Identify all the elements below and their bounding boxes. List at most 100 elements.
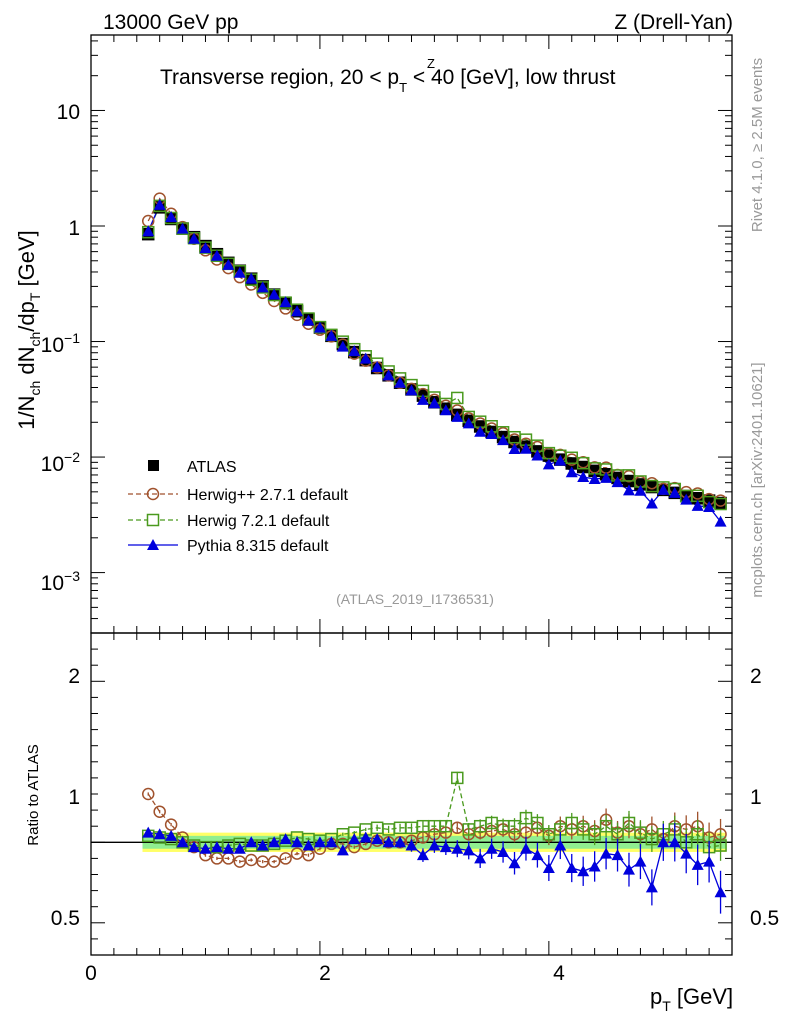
ratio-point-herwigpp [279,852,292,865]
plot-title-sup: Z [427,56,435,71]
analysis-id: (ATLAS_2019_I1736531) [336,591,494,607]
ytick-1e-3: 10−3 [41,568,81,595]
plot-title: Transverse region, 20 < pT < 40 [GeV], l… [160,66,616,95]
ytick-1: 1 [68,217,80,240]
ratio-point-herwig7 [588,828,601,841]
ratio-point-herwig7 [714,839,727,852]
main-point-pythia [394,376,407,388]
ratio-point-pythia [428,839,441,851]
ratio-point-pythia [325,836,338,848]
ratio-point-herwigpp [141,787,155,801]
main-point-pythia [371,361,384,373]
main-point-pythia [416,393,429,405]
ratio-panel-frame [90,632,733,956]
ratio-point-pythia [531,849,544,861]
main-point-pythia [554,454,567,466]
legend: ATLAS Herwig++ 2.7.1 default Herwig 7.2.… [128,459,349,555]
ratio-point-pythia [165,829,178,841]
ratio-point-pythia [348,833,361,845]
main-point-pythia [565,466,578,478]
main-point-pythia [336,340,349,352]
main-point-pythia [279,296,292,308]
main-point-pythia [531,449,544,461]
main-point-pythia [165,211,178,223]
main-point-pythia [153,198,166,210]
main-point-pythia [634,484,647,496]
main-point-herwigpp [645,476,659,490]
ratio-tick-1-left: 1 [68,786,80,809]
ratio-point-herwigpp [519,826,533,839]
main-point-pythia [222,258,235,270]
ratio-point-herwigpp [302,848,315,862]
main-point-pythia [622,484,635,496]
main-point-pythia [600,471,613,483]
main-point-pythia [268,288,281,300]
main-point-pythia [657,483,670,495]
xtick-0: 0 [85,962,97,985]
ratio-point-pythia [485,842,498,854]
ratio-point-pythia [210,841,223,853]
ratio-point-herwigpp [290,847,304,860]
ratio-point-pythia [439,841,452,853]
main-point-pythia [142,225,155,237]
ratio-point-herwigpp [233,855,247,868]
rivet-label: Rivet 4.1.0, ≥ 2.5M events [749,58,766,232]
main-point-pythia [313,321,326,333]
legend-label-herwig7: Herwig 7.2.1 default [187,513,330,530]
main-point-pythia [176,222,189,234]
ratio-point-pythia [588,860,601,872]
ratio-point-pythia [554,839,567,851]
ratio-point-pythia [256,839,269,851]
ratio-point-pythia [600,847,613,859]
legend-label-herwigpp: Herwig++ 2.7.1 default [187,487,349,504]
ratio-point-pythia [268,836,281,848]
main-point-pythia [302,314,315,326]
ratio-point-pythia [462,844,475,856]
ratio-point-pythia [291,836,304,848]
main-point-pythia [291,305,304,317]
main-point-pythia [188,232,201,244]
ratio-point-pythia [336,844,349,856]
ratio-point-herwigpp [256,855,269,868]
ratio-point-pythia [233,842,246,854]
main-point-pythia [497,434,510,446]
main-point-pythia [508,442,521,454]
ratio-tick-2-left: 2 [68,665,80,688]
ylabel-main: 1/Nch dNch/dpT [GeV] [14,230,43,430]
ytick-1e-2: 10−2 [41,449,81,476]
ratio-point-pythia [565,862,578,874]
ratio-point-pythia [611,849,624,861]
ratio-point-pythia [668,836,681,848]
main-point-pythia [691,499,704,511]
ratio-point-pythia [680,847,693,859]
main-point-pythia [439,404,452,416]
main-point-pythia [714,515,727,527]
ratio-point-herwigpp [451,821,464,835]
main-point-herwig7 [714,497,727,511]
ratio-tick-2-right: 2 [750,665,762,688]
ratio-point-pythia [153,828,166,840]
main-point-pythia [542,458,555,470]
ratio-tick-05-left: 0.5 [51,907,80,930]
ratio-point-pythia [142,826,155,838]
ratio-point-pythia [382,836,395,848]
ratio-point-pythia [176,836,189,848]
ratio-point-pythia [474,852,487,864]
legend-marker-herwigpp [146,487,160,501]
main-point-herwigpp [141,214,155,228]
main-point-herwig7 [451,391,464,405]
ratio-point-pythia [519,842,532,854]
main-point-pythia [233,266,246,278]
ratio-point-pythia [645,881,658,893]
main-point-pythia [668,486,681,498]
main-point-pythia [359,352,372,364]
ratio-point-herwig7 [599,819,613,833]
ratio-point-herwigpp [210,852,224,865]
legend-marker-pythia [147,539,159,550]
ratio-point-pythia [416,849,429,861]
ratio-point-herwigpp [245,853,258,867]
main-point-pythia [451,410,464,422]
ratio-point-herwig7 [691,828,704,841]
ratio-point-pythia [394,836,407,848]
